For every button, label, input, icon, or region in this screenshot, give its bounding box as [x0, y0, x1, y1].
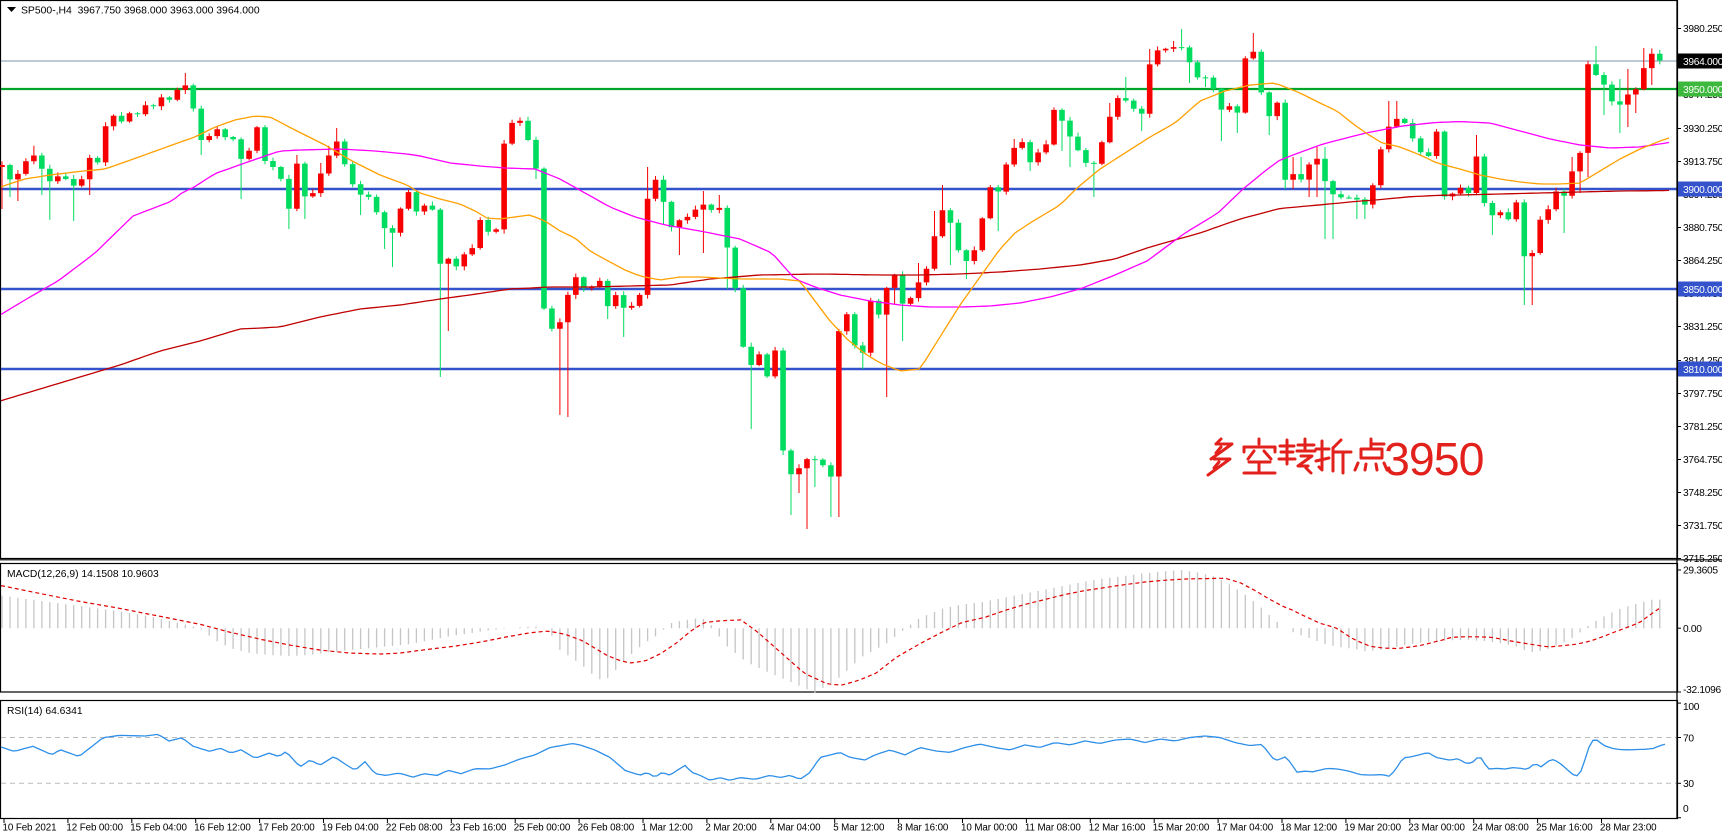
- svg-text:11 Mar 08:00: 11 Mar 08:00: [1025, 823, 1081, 834]
- svg-text:3930.250: 3930.250: [1683, 124, 1722, 135]
- svg-text:3831.250: 3831.250: [1683, 322, 1722, 333]
- svg-text:3913.750: 3913.750: [1683, 157, 1722, 168]
- svg-text:25 Feb 00:00: 25 Feb 00:00: [514, 823, 571, 834]
- svg-text:17 Feb 20:00: 17 Feb 20:00: [258, 823, 315, 834]
- svg-text:16 Feb 12:00: 16 Feb 12:00: [194, 823, 251, 834]
- svg-text:23 Mar 00:00: 23 Mar 00:00: [1408, 823, 1465, 834]
- svg-text:24 Mar 08:00: 24 Mar 08:00: [1472, 823, 1529, 834]
- svg-text:3880.750: 3880.750: [1683, 223, 1722, 234]
- svg-text:1 Mar 12:00: 1 Mar 12:00: [642, 823, 694, 834]
- svg-text:3810.000: 3810.000: [1683, 365, 1722, 376]
- svg-text:3748.250: 3748.250: [1683, 488, 1722, 499]
- svg-text:3715.250: 3715.250: [1683, 554, 1722, 565]
- svg-text:2 Mar 20:00: 2 Mar 20:00: [705, 823, 757, 834]
- svg-text:30: 30: [1683, 779, 1694, 790]
- svg-text:18 Mar 12:00: 18 Mar 12:00: [1281, 823, 1338, 834]
- svg-text:-32.1096: -32.1096: [1683, 685, 1721, 696]
- svg-text:SP500-,H4 3967.750 3968.000 3: SP500-,H4 3967.750 3968.000 3963.000 396…: [21, 6, 260, 17]
- svg-text:5 Mar 12:00: 5 Mar 12:00: [833, 823, 885, 834]
- svg-text:0.00: 0.00: [1683, 624, 1702, 635]
- svg-text:26 Feb 08:00: 26 Feb 08:00: [578, 823, 635, 834]
- svg-text:22 Feb 08:00: 22 Feb 08:00: [386, 823, 443, 834]
- svg-text:3764.750: 3764.750: [1683, 455, 1722, 466]
- svg-text:70: 70: [1683, 734, 1694, 745]
- svg-text:12 Feb 00:00: 12 Feb 00:00: [66, 823, 123, 834]
- svg-text:15 Mar 20:00: 15 Mar 20:00: [1153, 823, 1210, 834]
- svg-text:19 Feb 04:00: 19 Feb 04:00: [322, 823, 379, 834]
- svg-text:3797.750: 3797.750: [1683, 389, 1722, 400]
- svg-text:RSI(14) 64.6341: RSI(14) 64.6341: [7, 706, 83, 717]
- svg-text:10 Mar 00:00: 10 Mar 00:00: [961, 823, 1018, 834]
- svg-text:3950: 3950: [1384, 433, 1484, 485]
- svg-text:3731.750: 3731.750: [1683, 521, 1722, 532]
- svg-text:4 Mar 04:00: 4 Mar 04:00: [769, 823, 821, 834]
- svg-text:3781.250: 3781.250: [1683, 422, 1722, 433]
- svg-text:3850.000: 3850.000: [1683, 285, 1722, 296]
- svg-text:3864.250: 3864.250: [1683, 256, 1722, 267]
- svg-text:3980.250: 3980.250: [1683, 24, 1722, 35]
- svg-text:MACD(12,26,9) 14.1508 10.9603: MACD(12,26,9) 14.1508 10.9603: [7, 569, 159, 580]
- svg-text:8 Mar 16:00: 8 Mar 16:00: [897, 823, 949, 834]
- svg-text:17 Mar 04:00: 17 Mar 04:00: [1217, 823, 1274, 834]
- svg-text:15 Feb 04:00: 15 Feb 04:00: [130, 823, 187, 834]
- svg-text:3964.000: 3964.000: [1683, 57, 1722, 68]
- svg-text:19 Mar 20:00: 19 Mar 20:00: [1344, 823, 1401, 834]
- svg-text:3950.000: 3950.000: [1683, 85, 1722, 96]
- svg-text:25 Mar 16:00: 25 Mar 16:00: [1536, 823, 1593, 834]
- svg-text:28 Mar 23:00: 28 Mar 23:00: [1600, 823, 1657, 834]
- svg-text:10 Feb 2021: 10 Feb 2021: [3, 823, 57, 834]
- svg-text:23 Feb 16:00: 23 Feb 16:00: [450, 823, 507, 834]
- svg-text:100: 100: [1683, 702, 1700, 713]
- svg-text:3900.000: 3900.000: [1683, 185, 1722, 196]
- svg-text:29.3605: 29.3605: [1683, 566, 1718, 577]
- svg-text:0: 0: [1683, 804, 1689, 815]
- svg-text:12 Mar 16:00: 12 Mar 16:00: [1089, 823, 1146, 834]
